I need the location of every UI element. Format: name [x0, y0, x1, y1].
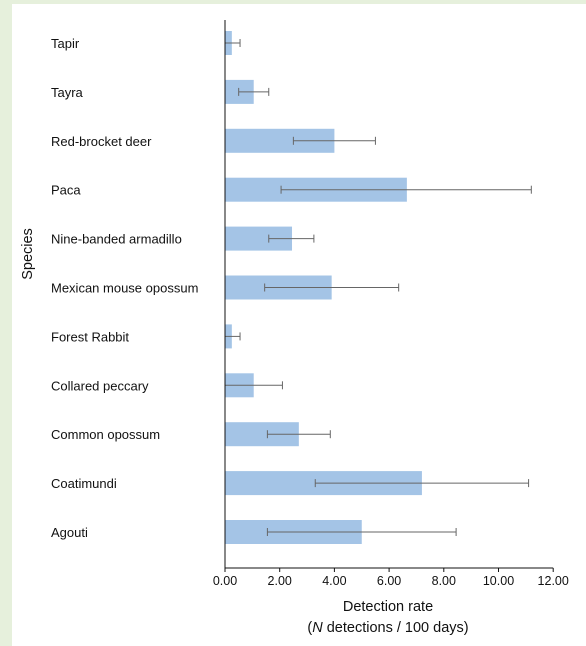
x-tick-label: 12.00: [538, 574, 569, 588]
x-tick-label: 6.00: [377, 574, 401, 588]
x-tick-label: 4.00: [322, 574, 346, 588]
error-bars-group: [224, 39, 532, 536]
category-label: Tapir: [51, 36, 80, 51]
category-label: Mexican mouse opossum: [51, 281, 198, 296]
x-tick-label: 8.00: [432, 574, 456, 588]
x-tick-label: 10.00: [483, 574, 514, 588]
x-axis-title-open-paren: (: [307, 620, 312, 636]
category-label: Agouti: [51, 525, 88, 540]
category-label: Red-brocket deer: [51, 134, 152, 149]
x-axis-title-italic-n: N: [312, 620, 323, 636]
category-label: Forest Rabbit: [51, 329, 129, 344]
x-ticks-group: 0.00 2.00 4.00 6.00 8.00 10.00 12.00: [213, 568, 569, 588]
x-axis-title-rest: detections / 100 days): [323, 620, 469, 636]
chart-frame: Tapir Tayra Red-brocket deer Paca Nine-bande…: [12, 4, 586, 646]
category-label: Nine-banded armadillo: [51, 232, 182, 247]
y-axis-title: Species: [20, 228, 36, 280]
x-axis-title-line1: Detection rate: [343, 599, 433, 615]
category-label: Paca: [51, 183, 81, 198]
x-tick-label: 0.00: [213, 574, 237, 588]
category-label: Common opossum: [51, 427, 160, 442]
x-axis-title-line2: (N detections / 100 days): [307, 620, 468, 636]
bar-chart: Tapir Tayra Red-brocket deer Paca Nine-bande…: [20, 20, 569, 636]
x-tick-label: 2.00: [268, 574, 292, 588]
category-label: Coatimundi: [51, 476, 117, 491]
category-labels-group: Tapir Tayra Red-brocket deer Paca Nine-bande…: [51, 36, 198, 540]
category-label: Collared peccary: [51, 378, 149, 393]
category-label: Tayra: [51, 85, 84, 100]
